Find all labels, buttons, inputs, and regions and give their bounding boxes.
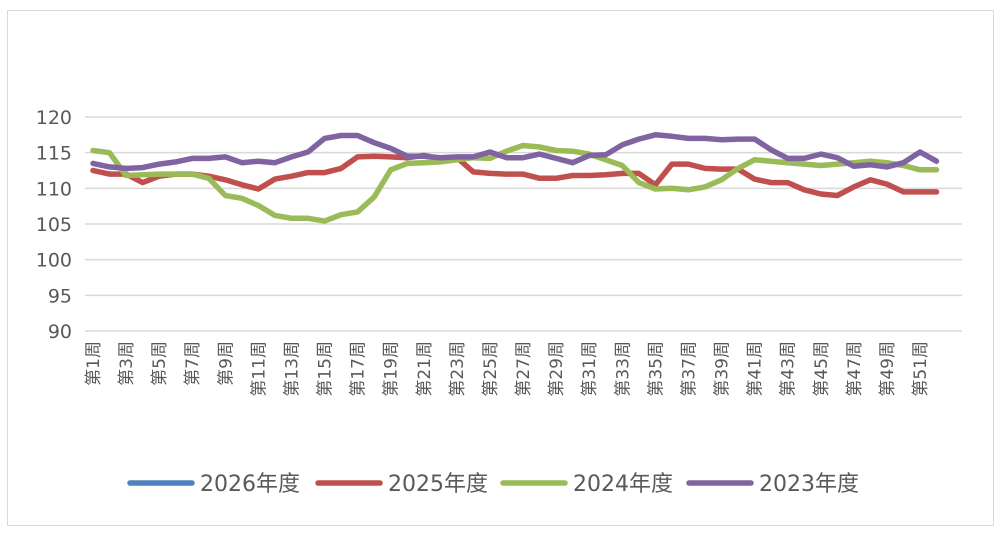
chart-frame	[7, 10, 994, 526]
x-tick-label: 第49周	[878, 341, 898, 397]
x-tick-label: 第15周	[316, 341, 336, 397]
x-tick-label: 第23周	[448, 341, 468, 397]
legend-label: 2026年度	[200, 472, 300, 497]
x-tick-label: 第17周	[349, 341, 369, 397]
x-tick-label: 第51周	[911, 341, 931, 397]
x-tick-label: 第7周	[183, 341, 203, 386]
y-tick-label: 100	[36, 250, 72, 272]
x-tick-label: 第29周	[547, 341, 567, 397]
x-tick-label: 第9周	[216, 341, 236, 386]
series-line-2023年度	[90, 132, 940, 172]
y-tick-label: 95	[48, 285, 72, 307]
x-tick-label: 第13周	[282, 341, 302, 397]
x-tick-label: 第11周	[249, 341, 269, 397]
x-tick-label: 第47周	[845, 341, 865, 397]
x-tick-label: 第45周	[812, 341, 832, 397]
x-tick-label: 第35周	[646, 341, 666, 397]
x-tick-label: 第43周	[779, 341, 799, 397]
series-line-2025年度	[90, 152, 940, 199]
y-tick-label: 110	[36, 178, 72, 200]
y-tick-label: 120	[36, 107, 72, 129]
legend-label: 2025年度	[388, 472, 488, 497]
x-tick-label: 第3周	[117, 341, 137, 386]
x-tick-label: 第31周	[580, 341, 600, 397]
x-tick-label: 第19周	[382, 341, 402, 397]
x-tick-label: 第39周	[713, 341, 733, 397]
x-tick-label: 第21周	[415, 341, 435, 397]
x-tick-label: 第5周	[150, 341, 170, 386]
y-tick-label: 90	[48, 321, 72, 343]
x-tick-label: 第37周	[679, 341, 699, 397]
x-tick-label: 第41周	[746, 341, 766, 397]
series-line-2024年度	[90, 142, 940, 224]
legend-label: 2024年度	[573, 472, 673, 497]
x-tick-label: 第1周	[84, 341, 104, 386]
y-tick-label: 115	[36, 143, 72, 165]
x-tick-label: 第25周	[481, 341, 501, 397]
x-tick-label: 第33周	[613, 341, 633, 397]
y-tick-label: 105	[36, 214, 72, 236]
legend-label: 2023年度	[759, 472, 859, 497]
x-tick-label: 第27周	[514, 341, 534, 397]
